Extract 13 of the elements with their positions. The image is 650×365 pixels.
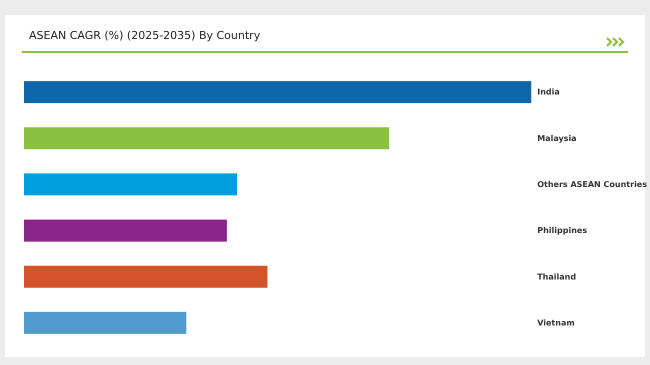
bar (24, 266, 268, 288)
y-tick-label: India (537, 88, 560, 97)
y-tick-label: Thailand (537, 272, 576, 282)
y-tick-label: Vietnam (537, 318, 575, 328)
bar (24, 220, 227, 242)
bar (24, 173, 238, 196)
chart-title: ASEAN CAGR (%) (2025-2035) By Country (29, 29, 261, 42)
y-tick-label: Philippines (537, 226, 588, 236)
bar (24, 81, 532, 104)
y-tick-label: Others ASEAN Countries (537, 180, 648, 189)
bar (24, 312, 186, 334)
bar (24, 127, 390, 150)
y-tick-label: Malaysia (537, 134, 577, 143)
